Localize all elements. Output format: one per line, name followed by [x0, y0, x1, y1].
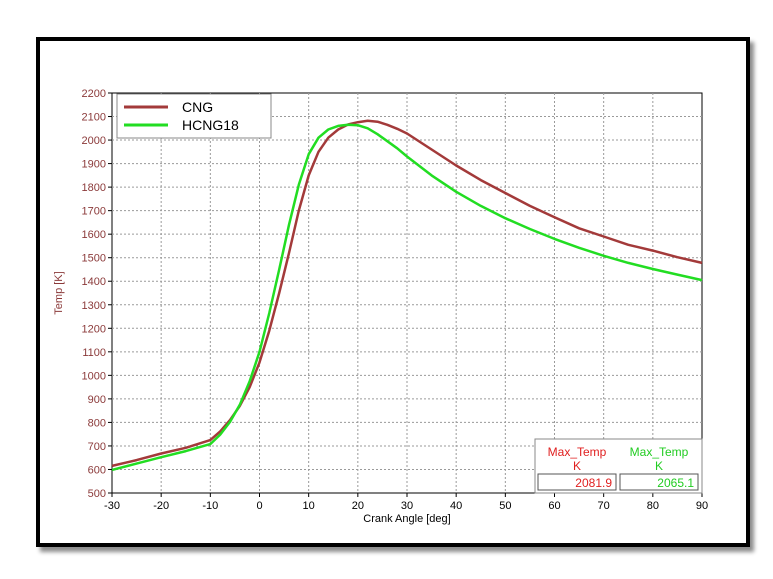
- x-tick-label: 20: [352, 500, 364, 512]
- x-tick-label: 10: [303, 500, 315, 512]
- chart-frame: -30 -20 -10 0 10 20 30 40 50 60 70 80 90 500 600 700 80…: [36, 37, 750, 547]
- readout-value-box-hcng18: [619, 473, 699, 491]
- x-tick-label: 40: [450, 500, 462, 512]
- y-axis-label: Temp [K]: [53, 271, 65, 314]
- x-tick-label: 50: [499, 500, 511, 512]
- y-tick-label: 1900: [82, 159, 106, 171]
- y-tick-label: 800: [88, 417, 106, 429]
- x-tick-label: 70: [598, 500, 610, 512]
- x-tick-label: 0: [256, 500, 262, 512]
- y-tick-label: 600: [88, 464, 106, 476]
- x-tick-label: -20: [153, 500, 169, 512]
- y-tick-label: 1700: [82, 206, 106, 218]
- series-line-hcng18: [111, 123, 703, 472]
- x-tick-label: 80: [647, 500, 659, 512]
- legend-label-cng: CNG: [182, 99, 213, 115]
- x-axis-ticks: -30 -20 -10 0 10 20 30 40 50 60 70 80 90: [104, 493, 708, 512]
- y-axis-ticks: 500 600 700 800 900 1000 1100 1200 1300 1400 1500 1…: [82, 88, 112, 500]
- line-chart: -30 -20 -10 0 10 20 30 40 50 60 70 80 90 500 600 700 80…: [53, 88, 708, 525]
- series-lines: [111, 119, 703, 472]
- y-tick-label: 500: [88, 488, 106, 500]
- y-tick-label: 1800: [82, 182, 106, 194]
- max-temp-readouts: Max_Temp K 2081.9 Max_Temp K 2065.1: [534, 438, 703, 494]
- y-tick-label: 2000: [82, 135, 106, 147]
- readout-unit-hcng18: K: [655, 459, 663, 473]
- x-axis-label: Crank Angle [deg]: [363, 513, 450, 525]
- y-tick-label: 1100: [82, 347, 106, 359]
- readout-value-box-cng: [537, 473, 617, 491]
- x-tick-label: -30: [104, 500, 120, 512]
- x-tick-label: 60: [548, 500, 560, 512]
- x-tick-label: 90: [696, 500, 708, 512]
- x-tick-label: -10: [202, 500, 218, 512]
- readout-name-hcng18: Max_Temp: [630, 445, 689, 459]
- x-tick-label: 30: [401, 500, 413, 512]
- y-tick-label: 2100: [82, 112, 106, 124]
- y-tick-label: 1200: [82, 323, 106, 335]
- legend-label-hcng18: HCNG18: [182, 117, 239, 133]
- readout-name-cng: Max_Temp: [548, 445, 607, 459]
- y-tick-label: 1400: [82, 276, 106, 288]
- grid-lines: [112, 93, 702, 493]
- y-tick-label: 900: [88, 394, 106, 406]
- y-tick-label: 1500: [82, 253, 106, 265]
- y-tick-label: 1600: [82, 229, 106, 241]
- readout-value-hcng18: 2065.1: [657, 476, 694, 490]
- y-tick-label: 2200: [82, 88, 106, 100]
- readout-value-cng: 2081.9: [575, 476, 612, 490]
- y-tick-label: 700: [88, 441, 106, 453]
- y-tick-label: 1300: [82, 300, 106, 312]
- legend: CNG HCNG18: [116, 93, 272, 139]
- y-tick-label: 1000: [82, 370, 106, 382]
- legend-box: [116, 93, 272, 139]
- readout-unit-cng: K: [573, 459, 581, 473]
